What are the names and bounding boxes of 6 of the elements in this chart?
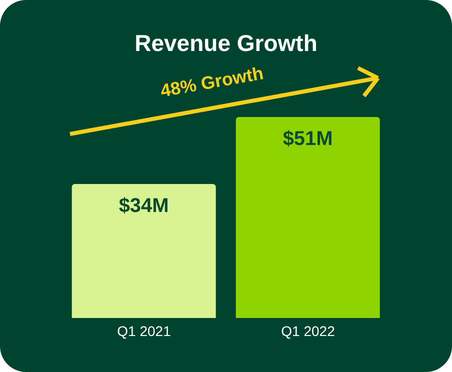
x-tick-label: Q1 2021: [117, 322, 172, 339]
x-tick-label: Q1 2022: [281, 322, 336, 339]
data-label: $34M: [118, 195, 169, 217]
chart-title: Revenue Growth: [134, 30, 318, 57]
text: 48% Growth: [158, 63, 266, 102]
data-label: $51M: [282, 128, 333, 150]
